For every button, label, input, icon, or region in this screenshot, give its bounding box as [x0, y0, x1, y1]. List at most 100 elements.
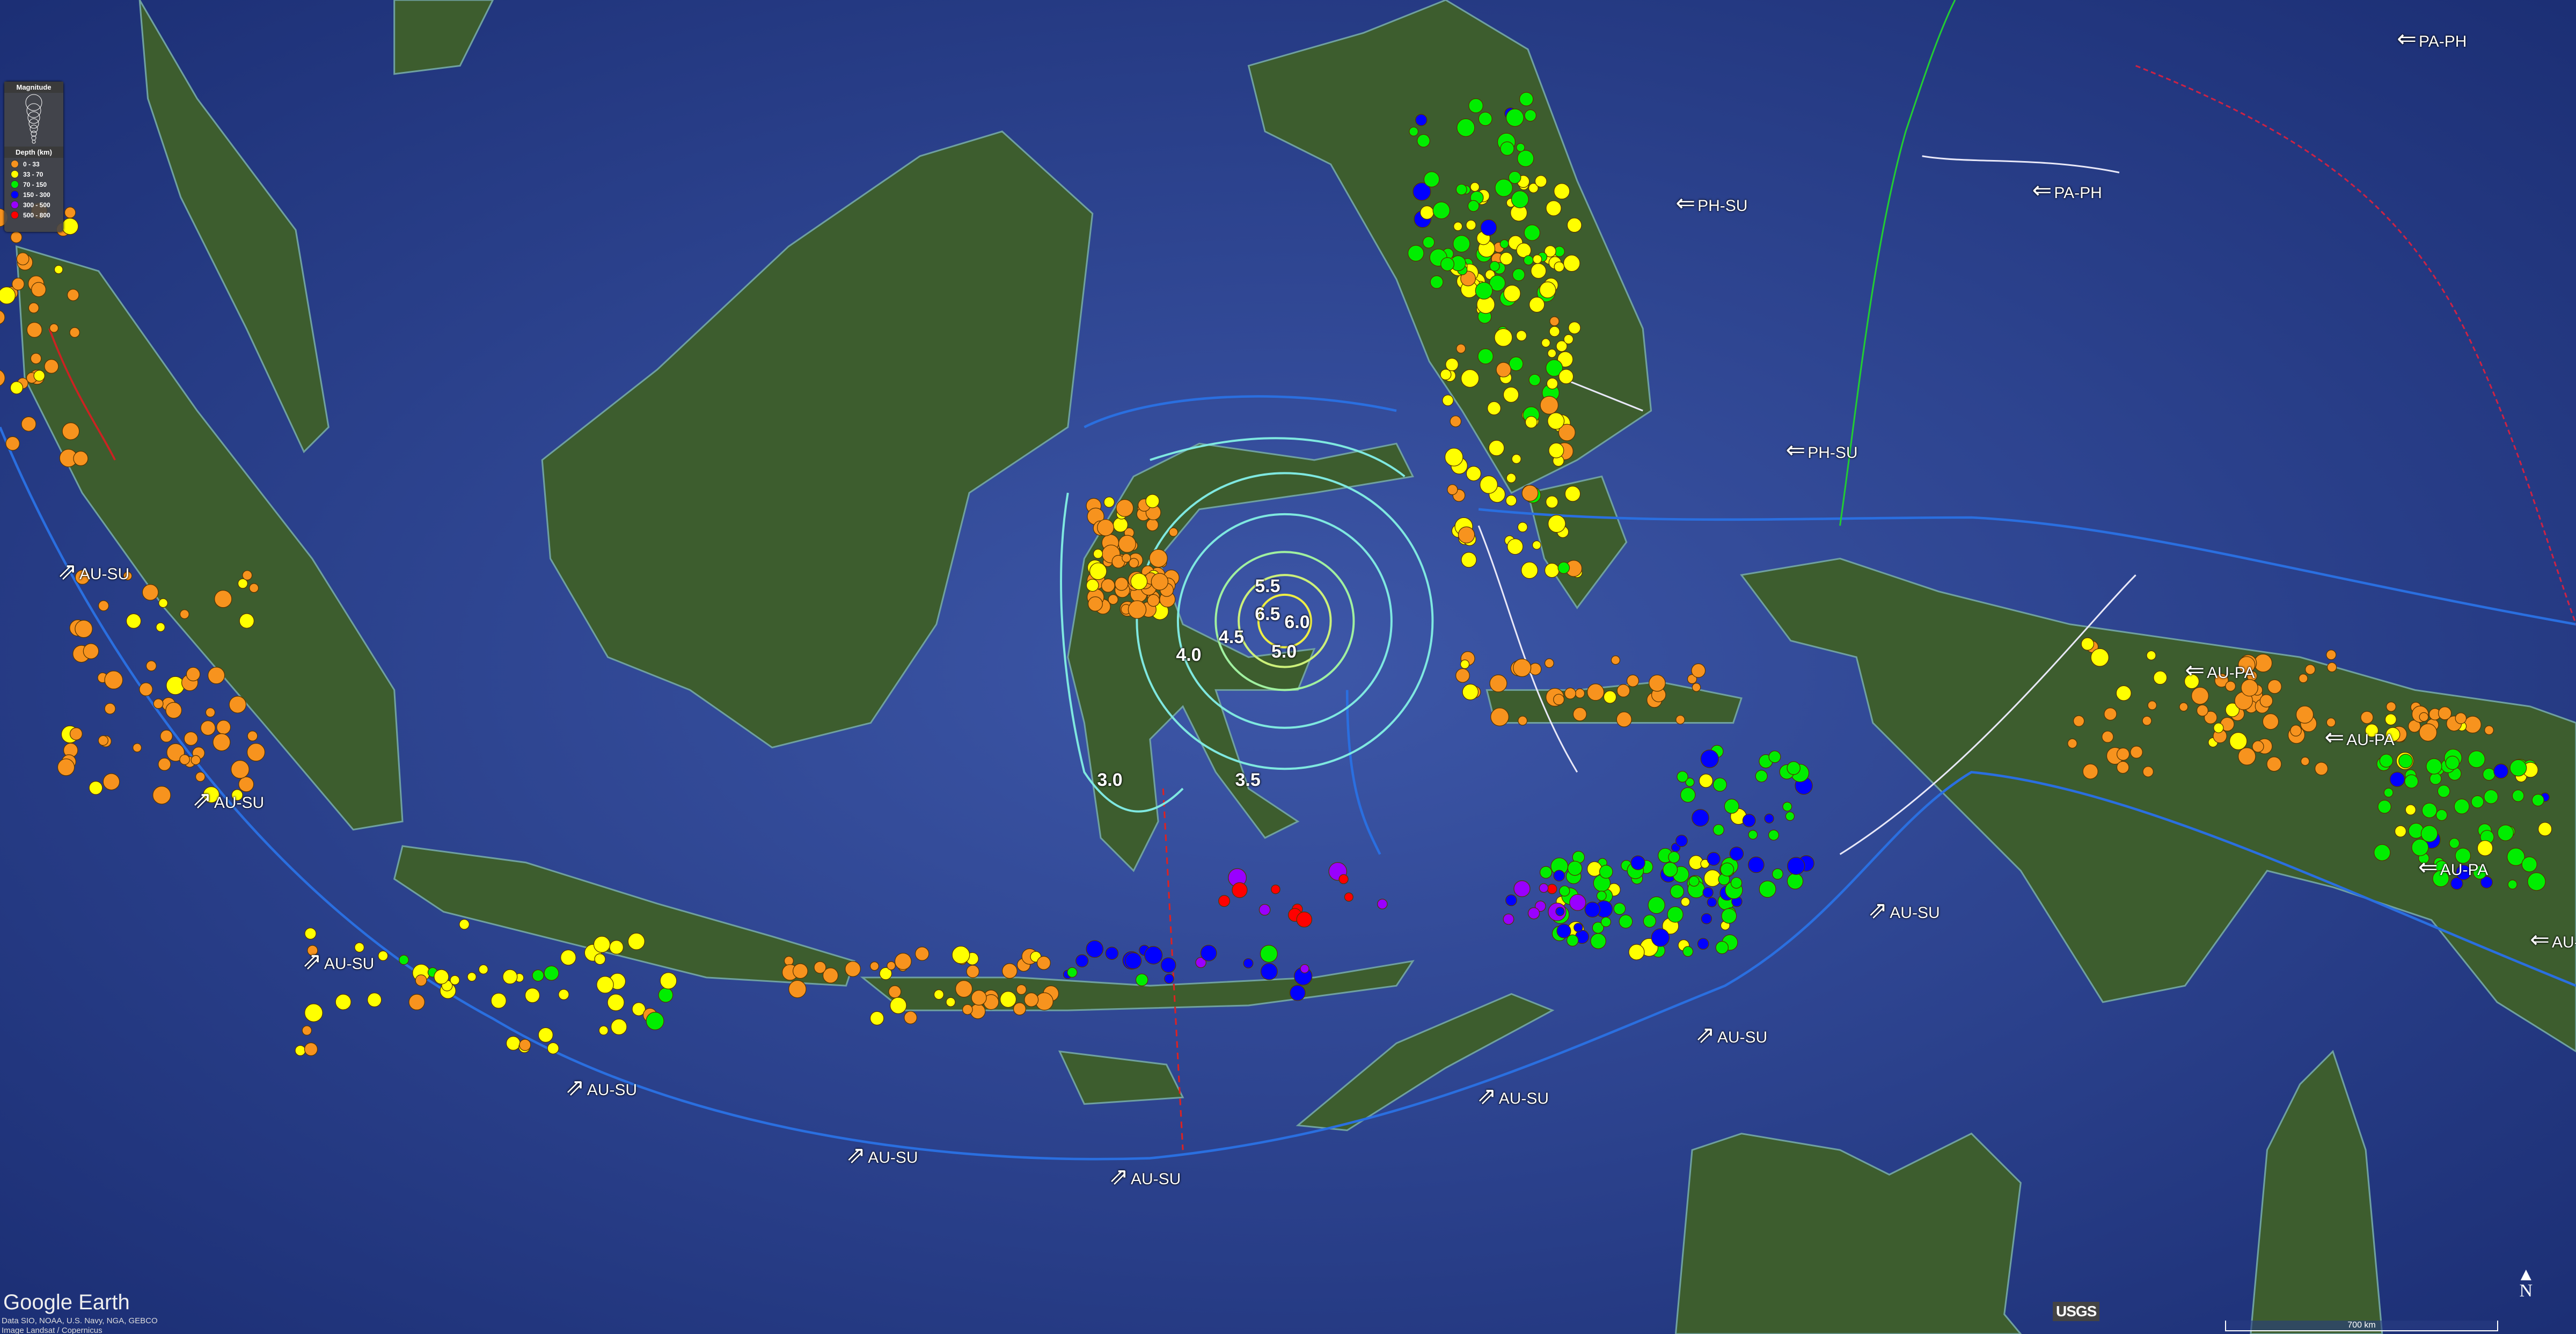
earthquake-marker[interactable]: [1584, 901, 1601, 918]
earthquake-marker[interactable]: [1489, 674, 1507, 692]
earthquake-marker[interactable]: [1667, 906, 1684, 923]
earthquake-marker[interactable]: [1511, 190, 1529, 208]
earthquake-marker[interactable]: [1782, 801, 1792, 812]
earthquake-marker[interactable]: [660, 972, 677, 989]
earthquake-marker[interactable]: [1503, 913, 1514, 925]
earthquake-marker[interactable]: [2377, 800, 2391, 814]
earthquake-marker[interactable]: [1713, 824, 1724, 836]
earthquake-marker[interactable]: [237, 578, 248, 589]
earthquake-marker[interactable]: [1566, 934, 1579, 947]
earthquake-marker[interactable]: [593, 936, 611, 953]
earthquake-marker[interactable]: [1707, 852, 1721, 866]
earthquake-marker[interactable]: [49, 323, 59, 333]
earthquake-marker[interactable]: [632, 1002, 646, 1016]
earthquake-marker[interactable]: [75, 570, 90, 585]
earthquake-marker[interactable]: [1271, 884, 1280, 894]
earthquake-marker[interactable]: [1487, 401, 1501, 415]
earthquake-marker[interactable]: [1556, 923, 1571, 938]
earthquake-marker[interactable]: [2326, 717, 2336, 727]
earthquake-marker[interactable]: [1523, 255, 1534, 266]
earthquake-marker[interactable]: [1603, 690, 1617, 704]
earthquake-marker[interactable]: [160, 730, 173, 743]
earthquake-marker[interactable]: [1721, 908, 1737, 924]
earthquake-marker[interactable]: [459, 919, 470, 930]
earthquake-marker[interactable]: [11, 278, 25, 290]
earthquake-marker[interactable]: [399, 954, 409, 965]
earthquake-marker[interactable]: [1470, 182, 1480, 192]
earthquake-marker[interactable]: [304, 927, 317, 940]
earthquake-marker[interactable]: [1555, 907, 1565, 916]
earthquake-marker[interactable]: [1554, 261, 1565, 272]
earthquake-marker[interactable]: [1013, 1002, 1026, 1016]
earthquake-marker[interactable]: [1544, 658, 1554, 668]
earthquake-marker[interactable]: [10, 381, 24, 395]
earthquake-marker[interactable]: [2450, 877, 2463, 890]
earthquake-marker[interactable]: [1692, 683, 1701, 692]
earthquake-marker[interactable]: [1611, 655, 1621, 665]
earthquake-marker[interactable]: [1546, 377, 1558, 390]
earthquake-marker[interactable]: [904, 1011, 918, 1024]
earthquake-marker[interactable]: [1466, 220, 1476, 230]
earthquake-marker[interactable]: [203, 786, 220, 803]
earthquake-marker[interactable]: [1478, 112, 1492, 126]
earthquake-marker[interactable]: [1616, 684, 1630, 698]
earthquake-marker[interactable]: [1685, 777, 1695, 787]
earthquake-marker[interactable]: [1613, 902, 1626, 915]
earthquake-marker[interactable]: [191, 755, 201, 766]
earthquake-marker[interactable]: [166, 743, 185, 762]
earthquake-marker[interactable]: [1445, 358, 1459, 371]
earthquake-marker[interactable]: [1516, 330, 1527, 341]
earthquake-marker[interactable]: [1535, 900, 1546, 912]
earthquake-marker[interactable]: [1759, 880, 1776, 898]
earthquake-marker[interactable]: [5, 436, 20, 451]
earthquake-marker[interactable]: [1507, 538, 1524, 555]
earthquake-marker[interactable]: [145, 660, 157, 672]
earthquake-marker[interactable]: [478, 964, 488, 974]
earthquake-marker[interactable]: [952, 945, 970, 964]
earthquake-marker[interactable]: [538, 1027, 553, 1043]
earthquake-marker[interactable]: [295, 1045, 306, 1056]
earthquake-marker[interactable]: [1460, 659, 1470, 669]
earthquake-marker[interactable]: [1503, 285, 1521, 302]
earthquake-marker[interactable]: [1419, 205, 1435, 220]
earthquake-marker[interactable]: [1461, 369, 1480, 388]
earthquake-marker[interactable]: [1289, 985, 1306, 1001]
earthquake-marker[interactable]: [1700, 749, 1719, 768]
earthquake-marker[interactable]: [1546, 200, 1562, 216]
earthquake-marker[interactable]: [1764, 813, 1774, 823]
earthquake-marker[interactable]: [627, 932, 645, 950]
earthquake-marker[interactable]: [1715, 941, 1729, 954]
earthquake-marker[interactable]: [152, 786, 171, 805]
earthquake-marker[interactable]: [1490, 708, 1509, 726]
earthquake-marker[interactable]: [1413, 182, 1431, 201]
earthquake-marker[interactable]: [1772, 868, 1783, 880]
earthquake-marker[interactable]: [1521, 562, 1538, 579]
earthquake-marker[interactable]: [1528, 374, 1541, 386]
earthquake-marker[interactable]: [869, 961, 880, 971]
earthquake-marker[interactable]: [1553, 694, 1565, 705]
earthquake-marker[interactable]: [2295, 705, 2314, 724]
earthquake-marker[interactable]: [165, 702, 182, 719]
earthquake-marker[interactable]: [2225, 681, 2236, 692]
earthquake-marker[interactable]: [1575, 688, 1585, 698]
earthquake-marker[interactable]: [2213, 723, 2224, 733]
earthquake-marker[interactable]: [1122, 553, 1131, 563]
earthquake-marker[interactable]: [1218, 895, 1231, 907]
earthquake-marker[interactable]: [2468, 750, 2485, 768]
earthquake-marker[interactable]: [1553, 870, 1565, 881]
earthquake-marker[interactable]: [98, 735, 109, 746]
earthquake-marker[interactable]: [2073, 715, 2085, 727]
earthquake-marker[interactable]: [1558, 424, 1576, 441]
earthquake-marker[interactable]: [2484, 725, 2494, 735]
earthquake-marker[interactable]: [367, 992, 382, 1008]
earthquake-marker[interactable]: [467, 972, 477, 982]
earthquake-marker[interactable]: [845, 961, 861, 977]
earthquake-marker[interactable]: [2507, 879, 2518, 890]
earthquake-marker[interactable]: [73, 450, 89, 466]
earthquake-marker[interactable]: [28, 302, 39, 314]
earthquake-marker[interactable]: [2512, 789, 2524, 802]
earthquake-marker[interactable]: [1500, 141, 1514, 156]
earthquake-marker[interactable]: [491, 993, 507, 1009]
earthquake-marker[interactable]: [1467, 200, 1480, 212]
earthquake-marker[interactable]: [1590, 933, 1607, 950]
